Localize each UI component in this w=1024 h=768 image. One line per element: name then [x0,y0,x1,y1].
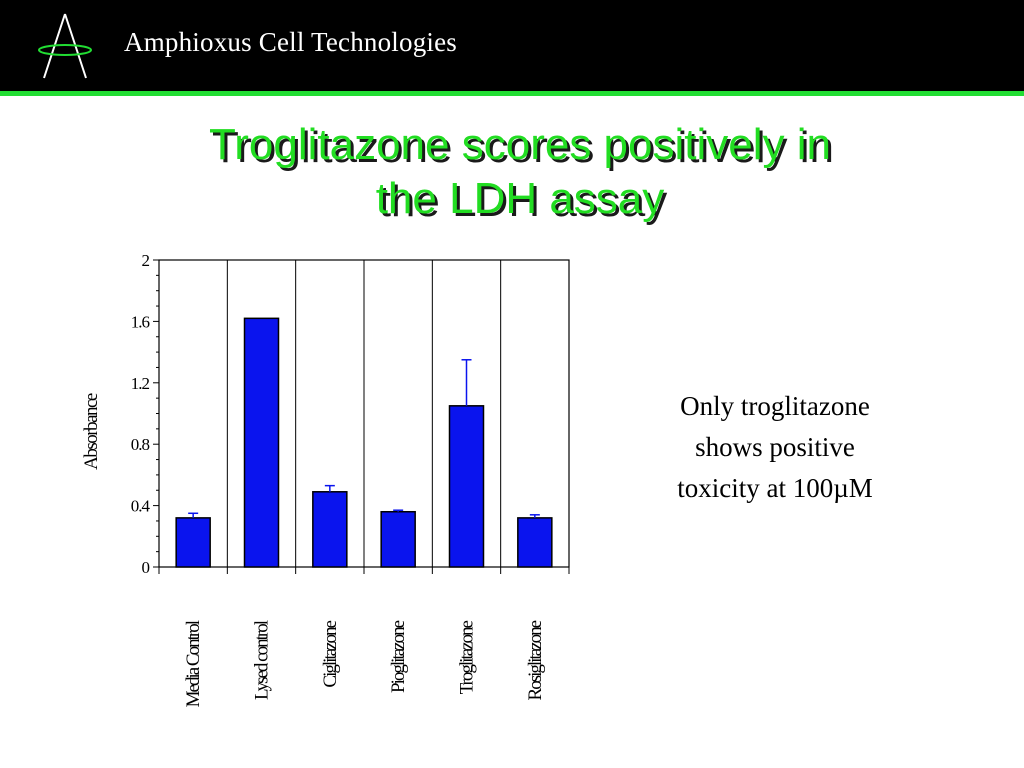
header-accent-line [0,91,1024,96]
bar [448,405,485,568]
y-tick-label: 0.8 [131,435,150,454]
bar [312,491,348,568]
conclusion-line-3: toxicity at 100µM [677,473,873,503]
slide-title-line-1: Troglitazone scores positively in [209,120,831,169]
slide-title: Troglitazone scores positively in the LD… [0,118,1024,226]
conclusion-line-2: shows positive [695,432,855,462]
bar [517,517,553,568]
y-tick-label: 2 [142,251,150,270]
category-label: Rosiglitazone [525,620,546,700]
conclusion-note: Only troglitazone shows positive toxicit… [640,386,910,509]
amphioxus-logo-icon [38,13,92,79]
header-bar: Amphioxus Cell Technologies [0,0,1024,91]
category-label: Ciglitazone [320,620,341,687]
y-tick-label: 1.2 [131,374,150,393]
y-tick-label: 1.6 [131,312,150,331]
y-tick-label: 0.4 [131,497,151,516]
ldh-absorbance-chart: 0 0.4 0.8 1.2 1.6 2 Absorbance Media Control Lys… [81,251,570,707]
slide-title-line-2: the LDH assay [375,174,665,223]
y-axis-label: Absorbance [81,393,102,470]
bar [380,510,416,568]
bar [175,517,211,568]
category-label: Pioglitazone [388,620,409,693]
conclusion-line-1: Only troglitazone [680,391,870,421]
category-label: Media Control [183,620,204,707]
bar [243,317,280,568]
y-tick-label: 0 [142,558,150,577]
category-label: Lysed control [252,620,273,700]
company-name: Amphioxus Cell Technologies [124,27,457,57]
category-label: Troglitazone [457,620,478,694]
